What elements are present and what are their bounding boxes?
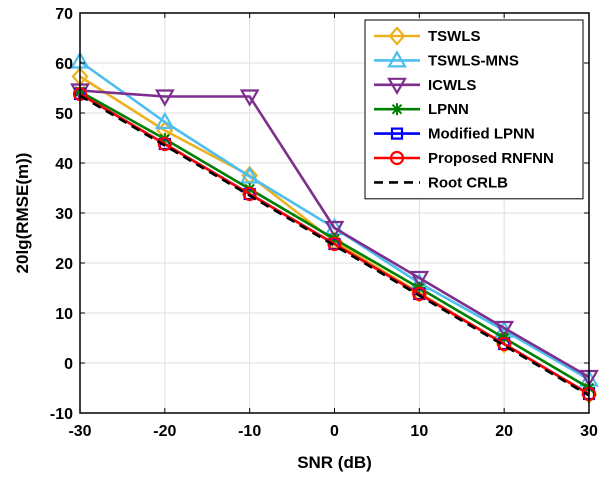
series-line (79, 94, 590, 397)
series-line (79, 89, 590, 379)
legend-label: ICWLS (428, 77, 476, 94)
x-tick-label: 0 (330, 423, 339, 440)
y-tick-label: 20 (55, 256, 73, 273)
plot-series (70, 51, 599, 405)
legend-entry-tswls-mns: TSWLS-MNS (374, 50, 519, 69)
y-tick-label: -10 (50, 406, 73, 423)
data-point (494, 320, 515, 339)
data-point (327, 236, 342, 252)
y-tick-label: 70 (55, 6, 73, 23)
legend-marker (390, 127, 404, 140)
axis-ticks: -30 -20 -10 0 10 20 30 -10 0 10 20 30 40 50 60 70 (50, 6, 598, 440)
data-point (239, 166, 260, 184)
x-tick-label: -30 (68, 423, 91, 440)
legend: TSWLS TSWLS-MNS ICWLS LPNN Modified LPNN Prop… (364, 19, 584, 200)
x-tick-label: 20 (495, 423, 513, 440)
legend-entry-modified-lpnn: Modified LPNN (374, 126, 535, 143)
x-tick-label: 30 (580, 423, 598, 440)
y-tick-label: 60 (55, 56, 73, 73)
legend-marker (389, 150, 405, 166)
data-point (412, 286, 427, 302)
y-tick-label: 10 (55, 306, 73, 323)
data-point (497, 336, 512, 352)
x-tick-label: 10 (410, 423, 428, 440)
legend-label: TSWLS (428, 28, 481, 45)
legend-label: LPNN (428, 101, 469, 118)
data-point (239, 89, 260, 107)
y-axis-label: 20lg(RMSE(m)) (13, 153, 32, 274)
x-tick-label: -10 (238, 423, 261, 440)
x-tick-label: -20 (153, 423, 176, 440)
y-tick-label: 50 (55, 106, 73, 123)
legend-marker (391, 103, 403, 116)
legend-entry-lpnn: LPNN (374, 101, 469, 118)
data-point (154, 89, 175, 107)
legend-label: TSWLS-MNS (428, 52, 519, 69)
data-point (157, 136, 172, 152)
legend-label: Root CRLB (428, 174, 508, 191)
y-tick-label: 40 (55, 156, 73, 173)
marker-stroke (391, 103, 403, 115)
series-root-crlb (79, 94, 590, 397)
legend-marker (388, 26, 406, 46)
y-tick-label: 30 (55, 206, 73, 223)
legend-entry-icwls: ICWLS (374, 77, 476, 96)
y-tick-label: 0 (64, 356, 73, 373)
legend-entry-tswls: TSWLS (374, 26, 481, 46)
data-point (154, 111, 175, 130)
data-point (324, 220, 345, 239)
x-axis-label: SNR (dB) (297, 453, 372, 472)
legend-entry-proposed-rnfnn: Proposed RNFNN (374, 150, 554, 167)
legend-entry-root-crlb: Root CRLB (374, 174, 508, 191)
legend-marker (387, 50, 407, 68)
legend-marker (387, 77, 407, 96)
data-point (242, 186, 257, 202)
legend-label: Modified LPNN (428, 126, 535, 143)
data-point (409, 270, 430, 289)
legend-label: Proposed RNFNN (428, 150, 554, 167)
